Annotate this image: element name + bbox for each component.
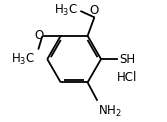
Text: HCl: HCl bbox=[117, 71, 137, 84]
Text: SH: SH bbox=[119, 53, 135, 66]
Text: O: O bbox=[34, 29, 43, 42]
Text: NH$_2$: NH$_2$ bbox=[98, 103, 122, 119]
Text: O: O bbox=[89, 4, 99, 17]
Text: H$_3$C: H$_3$C bbox=[11, 52, 35, 67]
Text: H$_3$C: H$_3$C bbox=[54, 3, 78, 18]
